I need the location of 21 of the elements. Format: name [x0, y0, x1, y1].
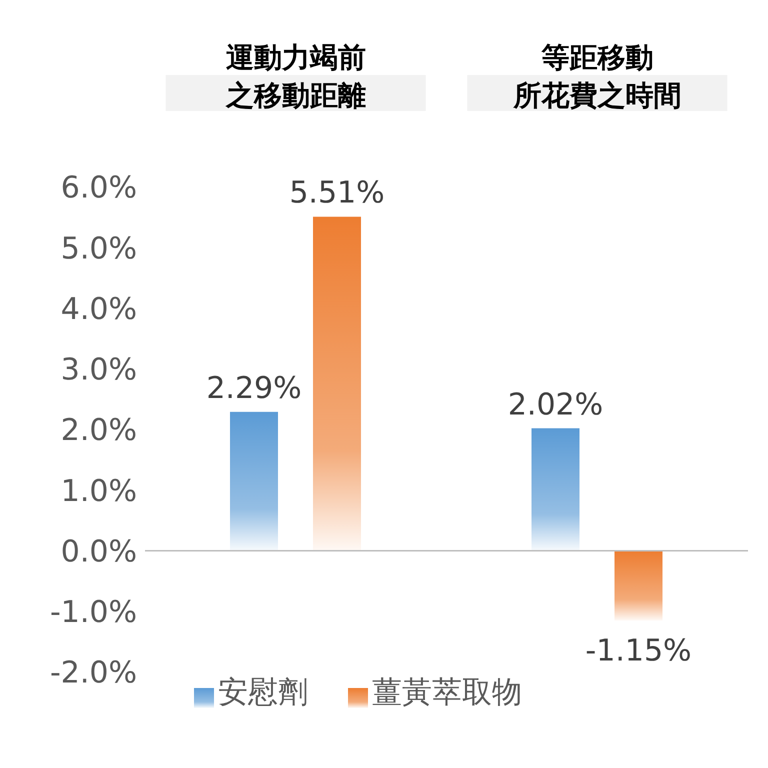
data-label: -1.15%: [585, 633, 692, 668]
y-tick-label: 4.0%: [60, 292, 137, 327]
bar: [313, 216, 361, 551]
bar: [532, 428, 580, 551]
y-tick-label: 5.0%: [60, 231, 137, 266]
bar: [614, 550, 662, 620]
y-tick-label: -1.0%: [50, 595, 137, 630]
bar: [230, 412, 278, 551]
x-tick-label: 運動力竭前之移動距離: [224, 41, 366, 112]
y-tick-label: 3.0%: [60, 352, 137, 388]
x-tick-label: 等距移動所花費之時間: [512, 41, 682, 112]
legend-label: 安慰劑: [218, 676, 308, 709]
y-tick-label: 2.0%: [60, 413, 137, 448]
data-label: 2.02%: [508, 387, 604, 422]
y-tick-label: 1.0%: [60, 474, 137, 509]
data-label: 2.29%: [206, 370, 302, 406]
y-tick-label: 6.0%: [60, 170, 137, 206]
y-tick-label: 0.0%: [60, 534, 137, 570]
legend-label: 薑黃萃取物: [372, 676, 522, 709]
y-tick-label: -2.0%: [50, 656, 137, 691]
data-label: 5.51%: [289, 176, 385, 211]
